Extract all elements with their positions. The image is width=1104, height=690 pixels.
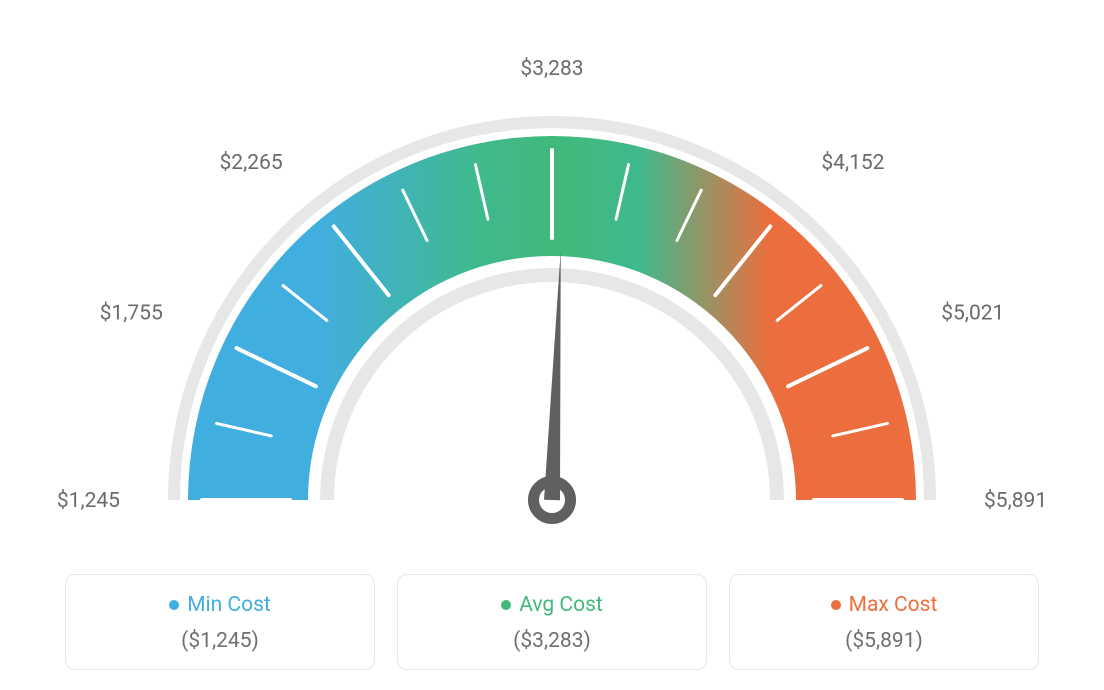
svg-text:$5,891: $5,891	[984, 489, 1047, 513]
legend-dot-max	[831, 600, 841, 610]
legend-card-min: Min Cost ($1,245)	[65, 574, 375, 670]
svg-text:$3,283: $3,283	[520, 57, 583, 81]
svg-text:$1,245: $1,245	[57, 489, 120, 513]
legend-title-min-text: Min Cost	[187, 593, 271, 617]
legend-value-avg: ($3,283)	[513, 629, 591, 653]
legend-value-max: ($5,891)	[845, 629, 923, 653]
svg-text:$2,265: $2,265	[219, 151, 282, 175]
svg-text:$5,021: $5,021	[941, 302, 1004, 326]
svg-text:$1,755: $1,755	[100, 302, 163, 326]
legend-title-min: Min Cost	[169, 593, 271, 617]
gauge-svg: $1,245 $1,755 $2,265 $3,283 $4,152 $5,021 $5,8…	[52, 30, 1052, 570]
legend-card-max: Max Cost ($5,891)	[729, 574, 1039, 670]
legend-dot-min	[169, 600, 179, 610]
legend-title-avg: Avg Cost	[501, 593, 603, 617]
legend-title-max-text: Max Cost	[849, 593, 938, 617]
legend-value-min: ($1,245)	[181, 629, 259, 653]
legend-card-avg: Avg Cost ($3,283)	[397, 574, 707, 670]
legend-row: Min Cost ($1,245) Avg Cost ($3,283) Max …	[0, 574, 1104, 670]
legend-dot-avg	[501, 600, 511, 610]
svg-text:$4,152: $4,152	[821, 151, 884, 175]
legend-title-max: Max Cost	[831, 593, 938, 617]
gauge-chart: $1,245 $1,755 $2,265 $3,283 $4,152 $5,021 $5,8…	[0, 0, 1104, 560]
legend-title-avg-text: Avg Cost	[519, 593, 603, 617]
